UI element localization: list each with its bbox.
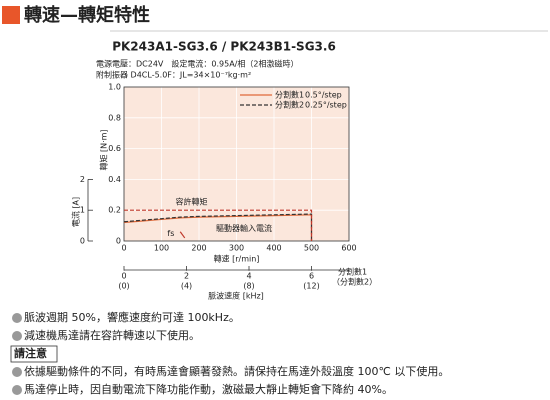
x2-axis-label: 脈波速度 [kHz] bbox=[208, 291, 264, 301]
legend-step: 0.5°/step bbox=[305, 91, 342, 100]
x-tick-label: 400 bbox=[266, 244, 281, 253]
x2-tick-label: 4 bbox=[246, 272, 251, 281]
x3-tick-label: (12) bbox=[303, 282, 319, 291]
spec: 附制振器 D4CL-5.0F：JL=34×10⁻⁷kg·m² bbox=[96, 70, 251, 80]
series-label: 容許轉矩 bbox=[176, 197, 208, 207]
x-tick-label: 500 bbox=[304, 244, 319, 253]
x3-tick-label: (0) bbox=[118, 282, 129, 291]
x-axis-label: 轉速 [r/min] bbox=[214, 254, 260, 264]
y-tick-label: 0 bbox=[116, 237, 121, 246]
x3-tick-label: (4) bbox=[181, 282, 192, 291]
caution: 馬達停止時，因自動電流下降功能作動，激磁最大靜止轉矩會下降約 40%。 bbox=[24, 382, 393, 396]
note: 減速機馬達請在容許轉速以下使用。 bbox=[24, 328, 200, 342]
x-tick-label: 600 bbox=[341, 244, 356, 253]
bullet bbox=[12, 331, 22, 341]
x2-tick-label: 6 bbox=[309, 272, 314, 281]
x3-name: （分割數2） bbox=[332, 277, 377, 287]
legend-label: 分割數1 bbox=[275, 90, 304, 100]
legend-label: 分割數2 bbox=[275, 100, 304, 110]
series-line bbox=[123, 213, 313, 241]
x-tick-label: 200 bbox=[191, 244, 206, 253]
bullet bbox=[12, 367, 22, 377]
x2-name: 分割數1 bbox=[338, 267, 367, 277]
plot-border bbox=[123, 86, 350, 242]
caution-box bbox=[10, 345, 58, 363]
x-tick-label: 100 bbox=[154, 244, 169, 253]
y-tick-label: 0.8 bbox=[108, 113, 121, 122]
y2-tick-label: 0 bbox=[80, 237, 85, 246]
y2-tick-label: 1 bbox=[80, 206, 85, 215]
y-tick-label: 0.4 bbox=[108, 175, 121, 184]
caution-title: 請注意 bbox=[14, 346, 47, 360]
legend-step: 0.25°/step bbox=[305, 101, 347, 110]
annotation: fs bbox=[167, 229, 174, 238]
y-tick-label: 1.0 bbox=[108, 83, 121, 92]
title-mark bbox=[2, 6, 20, 24]
x2-tick-label: 0 bbox=[121, 272, 126, 281]
y2-tick-label: 2 bbox=[80, 175, 85, 184]
y-tick-label: 0.6 bbox=[108, 144, 121, 153]
y-tick-label: 0.2 bbox=[108, 206, 121, 215]
series-line bbox=[123, 214, 313, 241]
model: PK243A1-SG3.6 / PK243B1-SG3.6 bbox=[112, 40, 336, 54]
note: 脈波週期 50%，響應速度約可達 100kHz。 bbox=[24, 310, 240, 324]
caution: 依據驅動條件的不同，有時馬達會顯著發熱。請保持在馬達外殼溫度 100℃ 以下使用… bbox=[24, 364, 449, 378]
x-tick-label: 0 bbox=[121, 244, 126, 253]
series-line bbox=[124, 209, 313, 241]
series-label: 驅動器輸入電流 bbox=[216, 223, 272, 233]
x-tick-label: 300 bbox=[229, 244, 244, 253]
series-line bbox=[179, 231, 186, 239]
spec: 電源電壓：DC24V 設定電流：0.95A/相（2相激磁時） bbox=[96, 59, 298, 69]
x3-tick-label: (8) bbox=[243, 282, 254, 291]
y-axis-label: 轉矩 [N·m] bbox=[99, 129, 109, 170]
bullet bbox=[12, 385, 22, 395]
x2-tick-label: 2 bbox=[184, 272, 189, 281]
bullet bbox=[12, 313, 22, 323]
y2-axis-label: 電流 [A] bbox=[71, 197, 81, 227]
title: 轉速—轉矩特性 bbox=[24, 4, 150, 26]
